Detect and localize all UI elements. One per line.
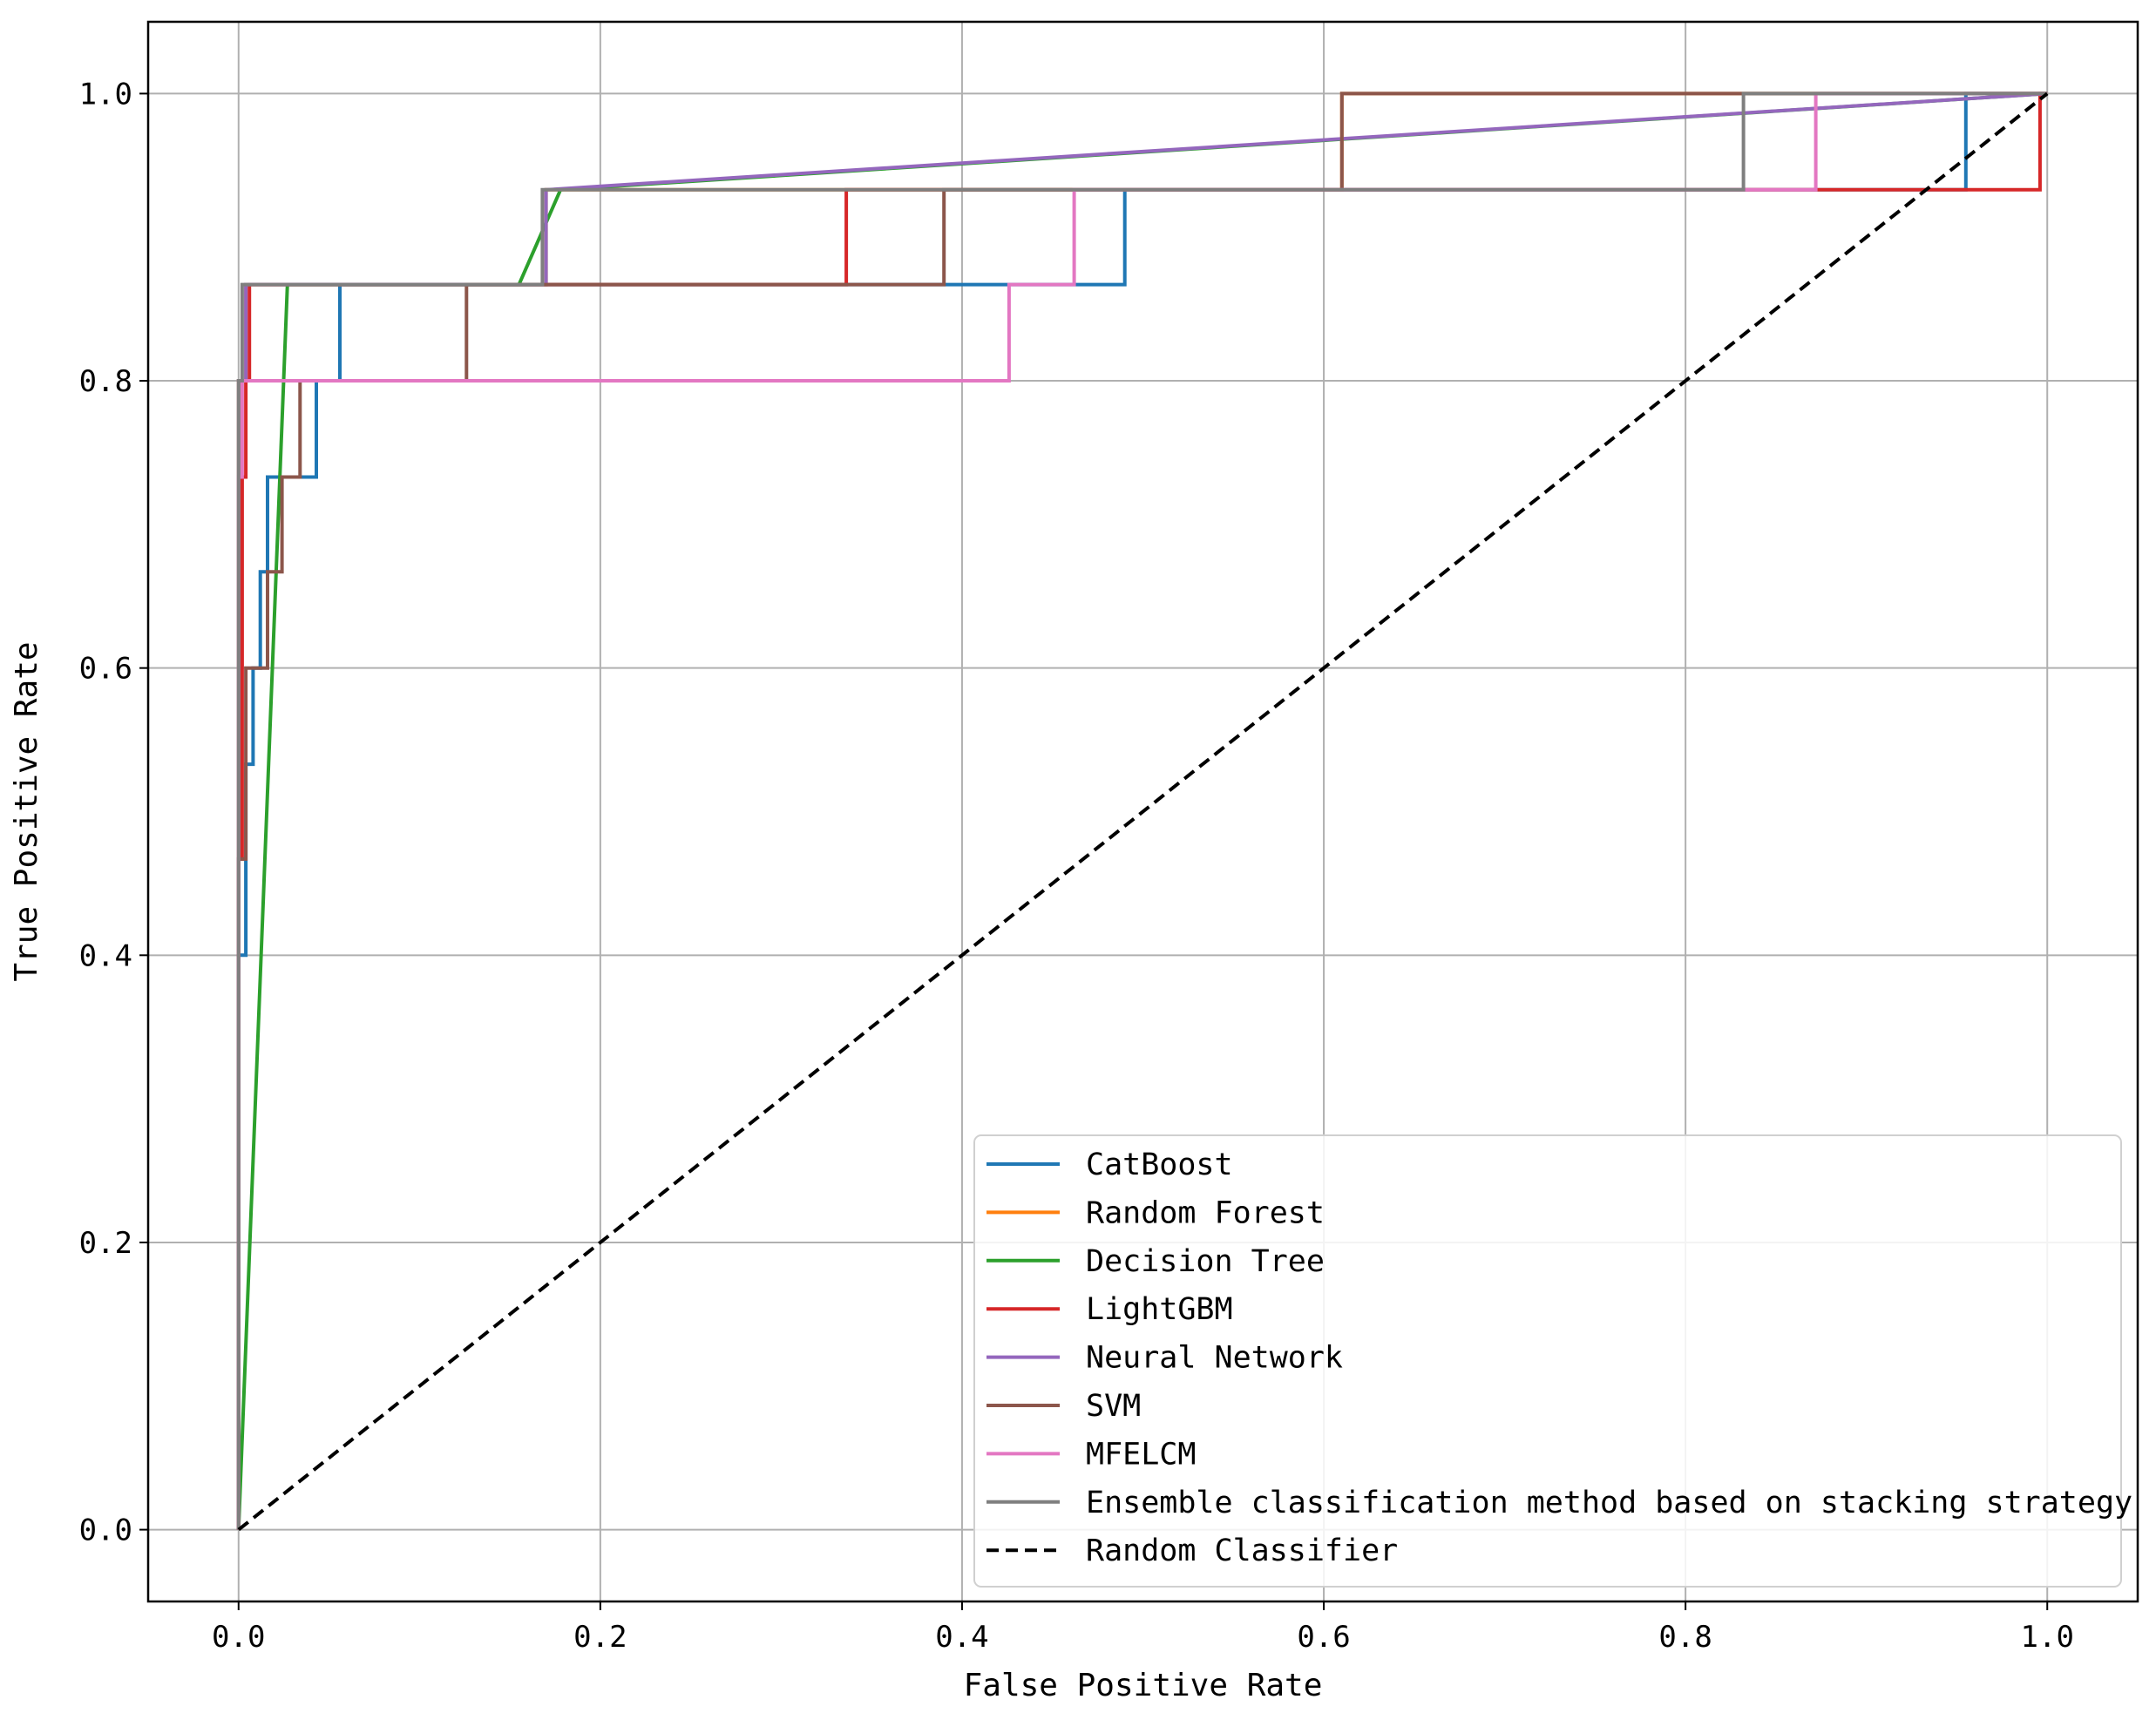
ensemble-classification-method-based-on-stacking-strategy-curve [236,91,2048,1530]
x-tick-label: 0.4 [935,1620,988,1655]
x-tick-label: 0.8 [1658,1620,1712,1655]
roc-curves [236,91,2049,1532]
legend-label-mfelcm: MFELCM [1086,1437,1196,1472]
y-tick-label: 0.0 [79,1513,132,1548]
legend-label-decision-tree: Decision Tree [1086,1244,1325,1279]
x-axis-label: False Positive Rate [964,1668,1323,1703]
x-tick-label: 1.0 [2021,1620,2074,1655]
x-tick-label: 0.2 [573,1620,627,1655]
legend-label-lightgbm: LightGBM [1086,1292,1233,1327]
legend-box [973,1134,2122,1588]
legend-label-ensemble-classification-method-based-on-stacking-strategy: Ensemble classification method based on … [1086,1486,2132,1520]
y-tick-label: 0.4 [79,938,132,973]
y-axis-label: True Positive Rate [9,641,44,981]
legend: CatBoost Random Forest Decision Tree LightG… [973,1134,2132,1588]
legend-label-random-classifier: Random Classifier [1086,1534,1398,1568]
legend-label-svm: SVM [1086,1389,1141,1424]
x-tick-label: 0.0 [212,1620,265,1655]
y-tick-label: 1.0 [79,77,132,112]
legend-label-random-forest: Random Forest [1086,1195,1325,1230]
legend-label-catboost: CatBoost [1086,1148,1233,1182]
y-tick-label: 0.2 [79,1226,132,1261]
x-tick-label: 0.6 [1297,1620,1350,1655]
axis-ticks: 0.0 0.2 0.4 0.6 0.8 1.0 0.0 0.2 0.4 0.6 0.8 1.0 [79,77,2074,1655]
plot-frame [146,20,2139,1603]
random-classifier-curve [237,91,2049,1532]
y-tick-label: 0.8 [79,364,132,399]
y-tick-label: 0.6 [79,652,132,687]
mfelcm-curve [236,91,2048,1530]
legend-label-neural-network: Neural Network [1086,1341,1343,1376]
